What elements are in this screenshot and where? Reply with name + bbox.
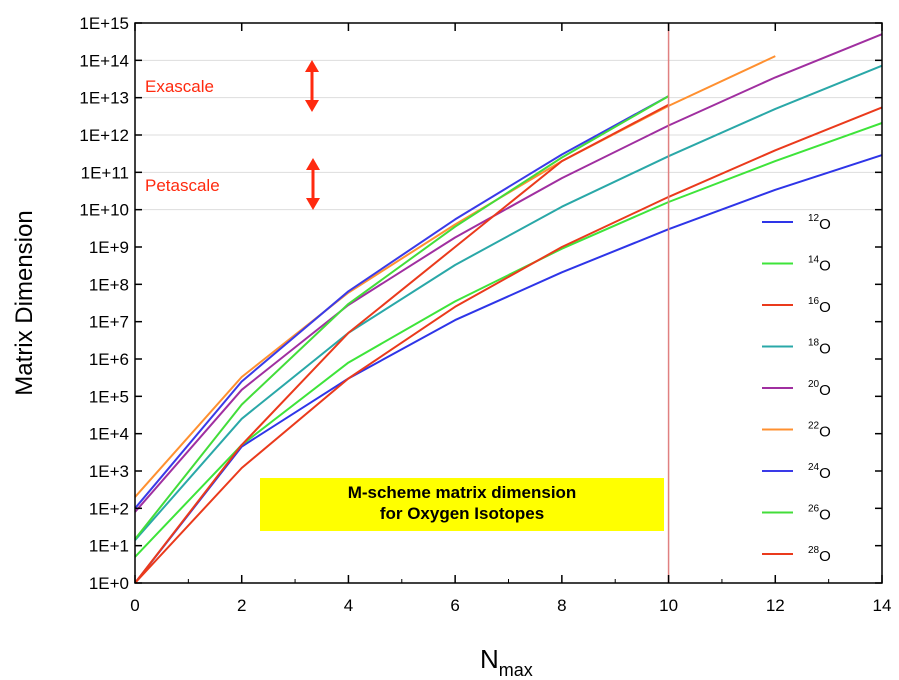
legend-mass-number: 20 <box>808 379 820 390</box>
legend-label-26O: 26O <box>808 504 831 524</box>
legend-element-symbol: O <box>819 216 831 233</box>
legend-mass-number: 28 <box>808 545 820 556</box>
axes: 1E+0 1E+1 1E+2 1E+3 1E+4 1E+5 1E+6 1E+7 1E+8 1E+9… <box>79 14 891 615</box>
legend-label-14O: 14O <box>808 255 831 275</box>
y-tick-label: 1E+5 <box>89 387 129 406</box>
petascale-label: Petascale <box>145 176 220 195</box>
legend-mass-number: 16 <box>808 296 820 307</box>
y-tick-label: 1E+3 <box>89 462 129 481</box>
x-tick-label: 8 <box>557 596 566 615</box>
legend-mass-number: 14 <box>808 255 820 266</box>
legend-label-28O: 28O <box>808 545 831 565</box>
legend-element-symbol: O <box>819 258 831 275</box>
series-line-16O <box>134 106 883 584</box>
legend-mass-number: 12 <box>808 213 820 224</box>
legend-element-symbol: O <box>819 424 831 441</box>
x-tick-label: 12 <box>766 596 785 615</box>
title-box-line1: M-scheme matrix dimension <box>348 483 577 502</box>
y-tick-label: 1E+14 <box>79 51 129 70</box>
title-box-line2: for Oxygen Isotopes <box>380 504 544 523</box>
x-axis-label-main: N <box>480 644 499 674</box>
legend-element-symbol: O <box>819 548 831 565</box>
x-axis-label-subscript: max <box>499 660 533 680</box>
y-tick-label: 1E+1 <box>89 537 129 556</box>
legend-mass-number: 18 <box>808 338 820 349</box>
legend-element-symbol: O <box>819 507 831 524</box>
x-tick-label: 10 <box>659 596 678 615</box>
legend-element-symbol: O <box>819 299 831 316</box>
y-tick-label: 1E+6 <box>89 350 129 369</box>
legend-label-20O: 20O <box>808 379 831 399</box>
title-box <box>260 478 664 531</box>
y-tick-label: 1E+0 <box>89 574 129 593</box>
series-line-28O <box>134 103 670 584</box>
y-tick-label: 1E+8 <box>89 275 129 294</box>
exascale-arrow <box>305 60 319 112</box>
legend-label-18O: 18O <box>808 338 831 358</box>
legend-label-24O: 24O <box>808 462 831 482</box>
series-line-18O <box>134 64 883 541</box>
series-line-20O <box>134 33 883 513</box>
x-tick-label: 2 <box>237 596 246 615</box>
exascale-label: Exascale <box>145 77 214 96</box>
y-tick-label: 1E+2 <box>89 499 129 518</box>
legend-element-symbol: O <box>819 341 831 358</box>
grid-lines <box>135 59 882 211</box>
series-line-12O <box>134 154 883 584</box>
y-tick-label: 1E+9 <box>89 238 129 257</box>
legend-mass-number: 26 <box>808 504 820 515</box>
legend-mass-number: 24 <box>808 462 820 473</box>
legend-label-12O: 12O <box>808 213 831 233</box>
petascale-arrow <box>306 158 320 210</box>
legend-label-16O: 16O <box>808 296 831 316</box>
series-line-26O <box>134 95 670 540</box>
legend-label-22O: 22O <box>808 421 831 441</box>
legend-element-symbol: O <box>819 465 831 482</box>
y-tick-label: 1E+12 <box>79 126 129 145</box>
series-lines <box>134 33 883 584</box>
series-line-14O <box>134 122 883 558</box>
y-tick-label: 1E+7 <box>89 313 129 332</box>
x-tick-label: 4 <box>344 596 353 615</box>
y-tick-label: 1E+4 <box>89 425 129 444</box>
annotations: M-scheme matrix dimension for Oxygen Iso… <box>145 60 664 531</box>
x-tick-label: 6 <box>450 596 459 615</box>
x-tick-label: 14 <box>873 596 892 615</box>
x-tick-label: 0 <box>130 596 139 615</box>
y-tick-label: 1E+15 <box>79 14 129 33</box>
legend-element-symbol: O <box>819 382 831 399</box>
legend-mass-number: 22 <box>808 421 820 432</box>
series-line-24O <box>134 95 670 509</box>
x-axis-label: Nmax <box>480 644 533 680</box>
y-tick-label: 1E+13 <box>79 89 129 108</box>
y-tick-label: 1E+11 <box>81 163 129 182</box>
y-axis-label: Matrix Dimension <box>11 210 38 395</box>
y-tick-label: 1E+10 <box>79 201 129 220</box>
